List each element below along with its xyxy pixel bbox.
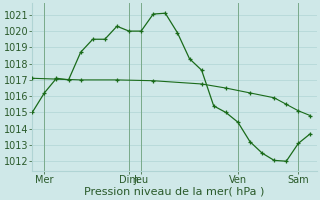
- X-axis label: Pression niveau de la mer( hPa ): Pression niveau de la mer( hPa ): [84, 187, 265, 197]
